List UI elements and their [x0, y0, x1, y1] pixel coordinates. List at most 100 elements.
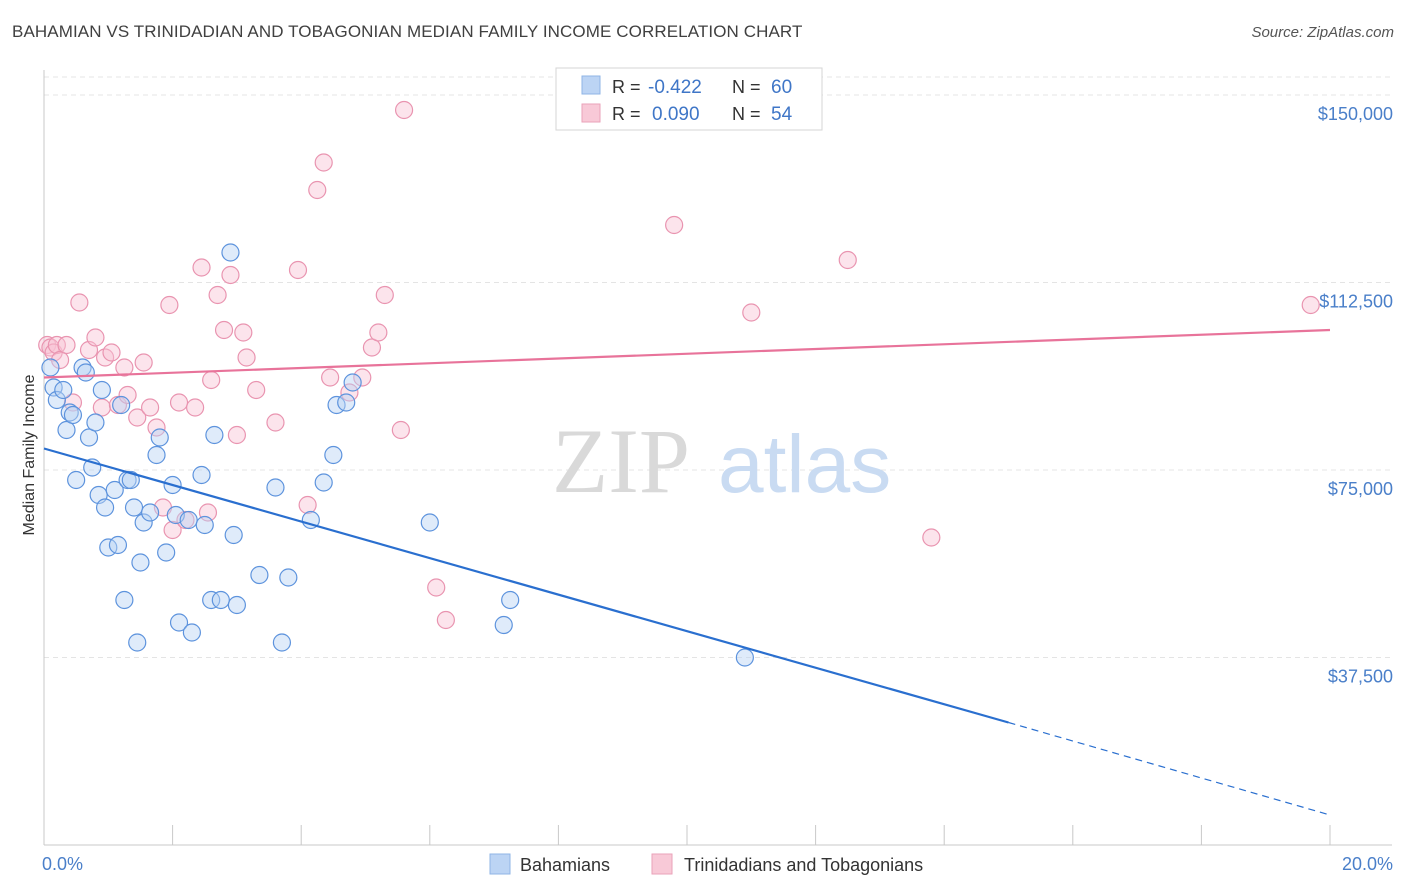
data-point	[169, 613, 189, 632]
data-point	[343, 373, 362, 392]
data-point	[124, 498, 144, 517]
data-point	[163, 520, 182, 540]
watermark-zip: ZIP	[552, 410, 690, 512]
data-point	[234, 323, 253, 342]
legend-r-value-2: 0.090	[652, 104, 700, 125]
data-point	[420, 513, 439, 532]
data-point	[118, 385, 137, 405]
data-point	[266, 413, 285, 432]
data-point	[57, 335, 76, 355]
data-point	[266, 478, 285, 497]
data-point	[247, 380, 266, 400]
y-tick-label: $37,500	[1328, 667, 1393, 687]
bottom-legend-trinidadians: Trinidadians and Tobagonians	[684, 855, 923, 875]
data-point	[115, 358, 134, 377]
data-point	[134, 353, 153, 372]
legend-n-label-2: N =	[732, 104, 761, 124]
data-point	[494, 615, 513, 635]
data-point	[314, 153, 333, 172]
data-point	[86, 413, 105, 432]
data-point	[92, 380, 111, 400]
data-point	[54, 380, 73, 400]
data-point	[314, 473, 333, 492]
data-point	[63, 405, 83, 425]
legend-top: R = -0.422 N = 60 R = 0.090 N = 54	[555, 67, 823, 131]
data-point	[192, 258, 211, 277]
data-point	[375, 285, 394, 305]
data-point	[192, 465, 211, 485]
data-point	[224, 525, 243, 545]
legend-r-value-1: -0.422	[648, 77, 702, 98]
data-point	[202, 370, 221, 390]
data-point	[221, 265, 240, 285]
data-point	[112, 395, 131, 415]
data-point	[202, 590, 221, 610]
data-point	[250, 565, 269, 585]
data-point	[195, 515, 214, 535]
y-tick-label: $112,500	[1319, 292, 1393, 312]
data-point	[179, 510, 198, 530]
data-point	[47, 335, 66, 355]
data-point	[436, 610, 455, 630]
legend-n-value-2: 54	[771, 104, 793, 125]
data-point	[105, 480, 124, 500]
data-point	[140, 398, 160, 417]
data-point	[102, 343, 121, 362]
legend-n-value-1: 60	[771, 77, 792, 98]
data-point	[237, 348, 256, 367]
data-point	[147, 445, 166, 465]
data-point	[169, 393, 189, 412]
y-tick-label: $150,000	[1318, 104, 1393, 124]
data-point	[272, 633, 292, 652]
data-point	[742, 303, 761, 322]
data-point	[95, 498, 115, 517]
data-point	[70, 293, 89, 312]
data-point	[150, 428, 169, 447]
watermark: ZIP atlas	[552, 410, 891, 512]
data-point	[427, 578, 446, 597]
legend-n-label-1: N =	[732, 77, 761, 97]
bottom-legend-bahamians: Bahamians	[520, 855, 610, 875]
data-point	[67, 470, 86, 490]
data-point	[211, 590, 230, 610]
legend-bottom: Bahamians Trinidadians and Tobagonians	[489, 853, 923, 875]
data-point	[227, 595, 246, 615]
data-point	[369, 323, 388, 342]
data-point	[128, 408, 147, 427]
bottom-swatch-bahamians	[489, 853, 511, 875]
data-point	[121, 470, 140, 490]
data-point	[1301, 295, 1320, 315]
y-tick-label: $75,000	[1328, 479, 1393, 499]
data-point	[308, 180, 327, 200]
trend-line-trinidadians	[43, 328, 1331, 379]
x-tick-label-start: 0.0%	[42, 854, 83, 874]
data-point	[76, 363, 95, 382]
data-point	[186, 398, 205, 417]
legend-swatch-trinidadians	[581, 103, 601, 123]
data-point	[57, 420, 76, 440]
data-point	[340, 383, 359, 402]
data-point	[86, 328, 105, 347]
data-point	[41, 358, 60, 377]
data-point	[205, 425, 224, 445]
data-point	[221, 243, 240, 262]
watermark-atlas: atlas	[718, 419, 891, 510]
data-point	[279, 568, 298, 587]
data-point	[147, 418, 166, 437]
bottom-swatch-trinidadians	[651, 853, 673, 875]
data-point	[214, 320, 234, 340]
data-point	[79, 428, 99, 447]
data-point	[160, 295, 179, 315]
y-axis-title: Median Family Income	[21, 374, 38, 535]
data-point	[38, 335, 57, 355]
legend-r-label-1: R =	[612, 77, 641, 97]
data-point	[362, 338, 382, 357]
data-point	[298, 495, 317, 515]
data-point	[353, 368, 372, 387]
legend-swatch-bahamians	[581, 75, 601, 95]
data-point	[208, 285, 227, 305]
data-point	[337, 393, 356, 412]
axes: $37,500 $75,000 $112,500 $150,000 0.0% 20.0%	[42, 70, 1393, 874]
legend-r-label-2: R =	[612, 104, 641, 124]
